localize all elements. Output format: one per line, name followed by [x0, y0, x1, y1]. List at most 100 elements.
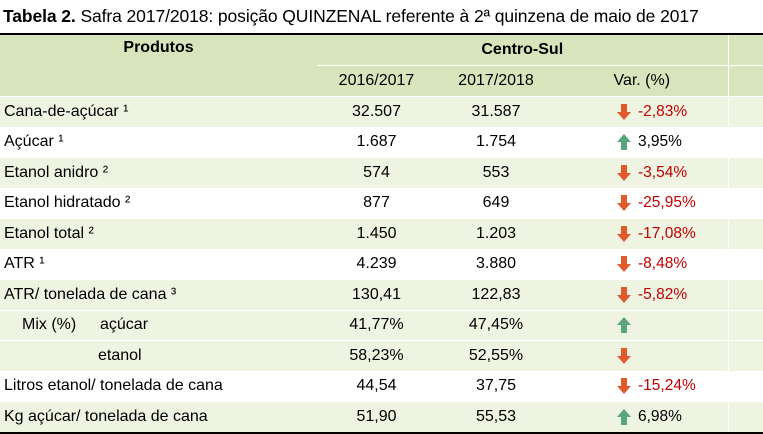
- mix-cell: Mix (%) açúcar: [0, 310, 317, 341]
- row-gap: [727, 127, 763, 158]
- safra-table: Produtos Centro-Sul 2016/2017 2017/2018 …: [0, 33, 763, 434]
- arrow-down-icon: [617, 286, 631, 303]
- arrow-up-icon: [617, 408, 631, 425]
- arrow-down-icon: [617, 195, 631, 212]
- row-value-2017: 1.754: [436, 127, 556, 158]
- mix-acucar-variation: [556, 310, 729, 341]
- row-value-2017: 553: [436, 157, 556, 189]
- header-col-2016: 2016/2017: [317, 65, 436, 97]
- row-value-2017: 31.587: [436, 96, 556, 128]
- row-value-2017: 55,53: [436, 401, 556, 434]
- row-product: Etanol total ²: [0, 218, 317, 250]
- row-value-2016: 574: [317, 157, 436, 189]
- header-row-region: Produtos Centro-Sul: [0, 33, 763, 97]
- row-value-2017: 3.880: [436, 249, 556, 280]
- row-product: ATR ¹: [0, 249, 317, 280]
- row-product: Etanol anidro ²: [0, 157, 317, 189]
- row-value-2016: 1.687: [317, 127, 436, 158]
- row-value-2017: 649: [436, 188, 556, 219]
- row-value-2016: 44,54: [317, 371, 436, 402]
- mix-etanol-2017: 52,55%: [436, 340, 556, 372]
- table-body: Cana-de-açúcar ¹ 32.507 31.587 -2,83% Açúcar…: [0, 96, 763, 434]
- row-value-2016: 130,41: [317, 279, 436, 311]
- row-product: Etanol hidratado ²: [0, 188, 317, 219]
- header-col-var: Var. (%): [556, 65, 729, 97]
- table-caption: Tabela 2. Safra 2017/2018: posição QUINZ…: [3, 6, 699, 27]
- row-gap: [727, 188, 763, 219]
- row-value-2016: 51,90: [317, 401, 436, 434]
- row-variation: 3,95%: [556, 127, 729, 158]
- row-variation-value: -8,48%: [638, 255, 688, 273]
- header-row-years: 2016/2017 2017/2018 Var. (%): [0, 65, 763, 97]
- table-row: Etanol total ² 1.450 1.203 -17,08%: [0, 218, 763, 250]
- row-gap: [727, 401, 763, 434]
- header-gap: [727, 33, 763, 66]
- row-value-2016: 1.450: [317, 218, 436, 250]
- table-row-mix-etanol: etanol 58,23% 52,55%: [0, 340, 763, 372]
- mix-etanol-variation: [556, 340, 729, 372]
- row-variation: -15,24%: [556, 371, 729, 402]
- row-product: Litros etanol/ tonelada de cana: [0, 371, 317, 402]
- row-variation: -25,95%: [556, 188, 729, 219]
- row-product: Açúcar ¹: [0, 127, 317, 158]
- mix-etanol-name: etanol: [98, 346, 142, 364]
- table-row: ATR ¹ 4.239 3.880 -8,48%: [0, 249, 763, 280]
- row-variation: -8,48%: [556, 249, 729, 280]
- row-variation-value: 3,95%: [638, 133, 682, 151]
- row-value-2017: 122,83: [436, 279, 556, 311]
- row-variation-value: -3,54%: [638, 163, 688, 181]
- arrow-down-icon: [617, 225, 631, 242]
- row-gap: [727, 340, 763, 372]
- table-row: ATR/ tonelada de cana ³ 130,41 122,83 -5,82…: [0, 279, 763, 311]
- mix-acucar-2016: 41,77%: [317, 310, 436, 341]
- table-row: Cana-de-açúcar ¹ 32.507 31.587 -2,83%: [0, 96, 763, 128]
- mix-cell: etanol: [0, 340, 317, 372]
- arrow-down-icon: [617, 103, 631, 120]
- table-row: Kg açúcar/ tonelada de cana 51,90 55,53 6,9…: [0, 401, 763, 434]
- caption-text: Safra 2017/2018: posição QUINZENAL refer…: [75, 6, 699, 26]
- header-region: Centro-Sul: [317, 33, 729, 66]
- row-variation-value: -15,24%: [638, 377, 696, 395]
- row-product: Cana-de-açúcar ¹: [0, 96, 317, 128]
- caption-prefix: Tabela 2.: [3, 6, 76, 26]
- row-value-2016: 4.239: [317, 249, 436, 280]
- row-variation: -2,83%: [556, 96, 729, 128]
- row-variation-value: 6,98%: [638, 407, 682, 425]
- row-gap: [727, 218, 763, 250]
- row-gap: [727, 96, 763, 128]
- table-row: Etanol hidratado ² 877 649 -25,95%: [0, 188, 763, 219]
- row-gap: [727, 279, 763, 311]
- arrow-up-icon: [617, 134, 631, 151]
- row-product: Kg açúcar/ tonelada de cana: [0, 401, 317, 434]
- row-gap: [727, 249, 763, 280]
- row-variation: 6,98%: [556, 401, 729, 434]
- arrow-down-icon: [617, 164, 631, 181]
- row-value-2016: 32.507: [317, 96, 436, 128]
- table-row-mix-acucar: Mix (%) açúcar 41,77% 47,45%: [0, 310, 763, 341]
- mix-label: Mix (%): [22, 316, 77, 334]
- mix-acucar-2017: 47,45%: [436, 310, 556, 341]
- row-variation: -5,82%: [556, 279, 729, 311]
- arrow-down-icon: [617, 378, 631, 395]
- row-gap: [727, 371, 763, 402]
- row-value-2016: 877: [317, 188, 436, 219]
- row-variation-value: -5,82%: [638, 285, 688, 303]
- mix-acucar-name: açúcar: [100, 316, 149, 334]
- row-value-2017: 1.203: [436, 218, 556, 250]
- row-gap: [727, 310, 763, 341]
- row-product: ATR/ tonelada de cana ³: [0, 279, 317, 311]
- arrow-down-icon: [617, 256, 631, 273]
- row-gap: [727, 157, 763, 189]
- table-row: Açúcar ¹ 1.687 1.754 3,95%: [0, 127, 763, 158]
- row-variation-value: -2,83%: [638, 102, 688, 120]
- header-gap-sub: [727, 65, 763, 97]
- header-col-2017: 2017/2018: [436, 65, 556, 97]
- arrow-up-icon: [617, 317, 631, 334]
- row-variation: -17,08%: [556, 218, 729, 250]
- arrow-down-icon: [617, 347, 631, 364]
- row-variation-value: -25,95%: [638, 194, 696, 212]
- header-produtos: Produtos: [0, 33, 317, 97]
- row-value-2017: 37,75: [436, 371, 556, 402]
- row-variation: -3,54%: [556, 157, 729, 189]
- row-variation-value: -17,08%: [638, 224, 696, 242]
